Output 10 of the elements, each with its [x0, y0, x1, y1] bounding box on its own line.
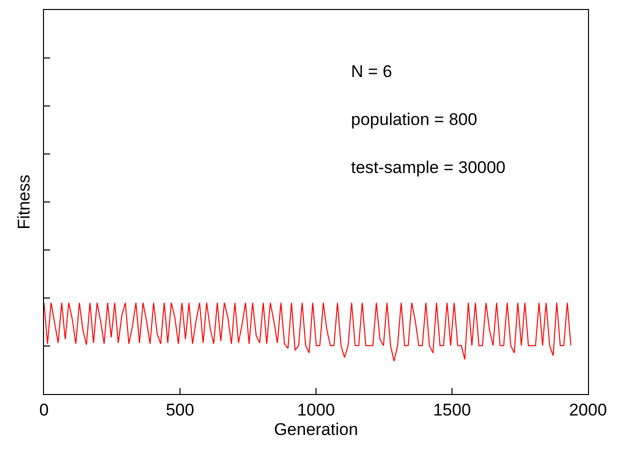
x-tick-label: 0	[39, 400, 49, 420]
text: test-sample = 30000	[351, 158, 506, 177]
text: N = 6	[351, 62, 392, 81]
x-axis-title: Generation	[274, 420, 358, 439]
y-axis-title: Fitness	[14, 174, 34, 230]
x-tick-label: 500	[166, 400, 194, 420]
x-tick-label: 2000	[569, 400, 607, 420]
x-tick-label: 1000	[297, 400, 335, 420]
x-tick-label: 1500	[433, 400, 471, 420]
text: population = 800	[351, 110, 478, 129]
